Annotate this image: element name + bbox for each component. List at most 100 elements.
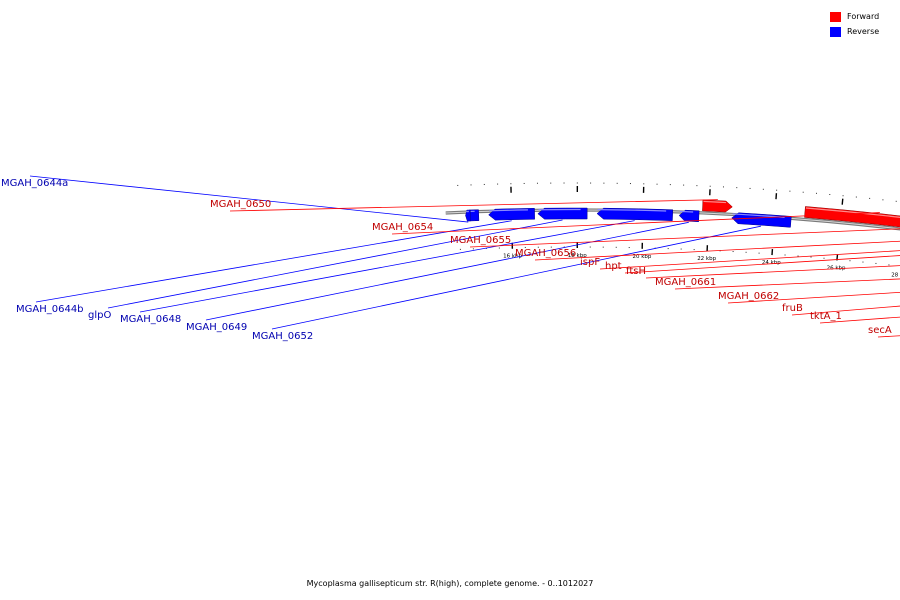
gene-mgah-0654 (804, 206, 900, 228)
gene-label-mgah-0649: MGAH_0649 (186, 322, 247, 333)
minor-tick-inner (537, 246, 539, 248)
gene-highlight-mgah-0654 (805, 207, 900, 219)
minor-tick-outer (669, 184, 671, 186)
minor-tick-inner (680, 248, 682, 250)
minor-tick-inner (758, 252, 760, 254)
gene-label-seca: secA (868, 325, 892, 336)
minor-tick-inner (524, 246, 526, 248)
minor-tick-outer (749, 187, 751, 189)
gene-label-mgah-0644b: MGAH_0644b (16, 304, 84, 315)
minor-tick-outer (789, 190, 791, 192)
leader-mgah-0654 (391, 212, 880, 235)
minor-tick-outer (483, 183, 485, 185)
gene-highlight-mgah-0650 (703, 200, 727, 204)
gene-highlight-mgah-0649 (679, 210, 694, 213)
minor-tick-inner (732, 251, 734, 253)
forward-label: Forward (847, 12, 880, 21)
leader-tkta-1 (819, 316, 900, 324)
forward-swatch (830, 11, 841, 22)
tick-label-28kbp: 28 kbp (891, 272, 900, 278)
leader-glpo (107, 219, 563, 309)
minor-tick-inner (628, 247, 630, 249)
minor-tick-inner (563, 246, 565, 248)
gene-label-mgah-0661: MGAH_0661 (655, 277, 716, 288)
minor-tick-outer (523, 182, 525, 184)
leader-frub (791, 305, 900, 316)
gene-label-mgah-0650: MGAH_0650 (210, 199, 271, 210)
minor-tick-outer (457, 184, 459, 186)
minor-tick-outer (709, 185, 711, 187)
minor-tick-inner (550, 246, 552, 248)
minor-tick-inner (862, 261, 864, 263)
minor-tick-inner (823, 257, 825, 259)
minor-tick-outer (736, 187, 738, 189)
gene-label-mgah-0654: MGAH_0654 (372, 222, 433, 233)
gene-labels: MGAH_0644a MGAH_0644b glpO MGAH_0648 MGAH_06… (1, 178, 892, 342)
leader-mgah-0662 (727, 291, 900, 304)
gene-label-glpo: glpO (88, 310, 111, 321)
reverse-swatch (830, 26, 841, 37)
minor-tick-inner (459, 248, 461, 250)
minor-tick-inner (589, 246, 591, 248)
major-ticks (510, 186, 844, 261)
minor-tick-inner (498, 247, 500, 249)
major-tick-outer (841, 198, 844, 205)
gene-features (465, 199, 900, 228)
minor-tick-inner (602, 246, 604, 248)
gene-highlight-mgah-0648 (597, 208, 667, 212)
leader-hpt (624, 255, 900, 274)
leader-mgah-0644b (35, 220, 512, 303)
leader-mgah-0652 (271, 225, 761, 330)
leader-mgah-0644a (29, 175, 469, 223)
minor-tick-inner (693, 249, 695, 251)
minor-tick-outer (603, 182, 605, 184)
minor-tick-inner (615, 246, 617, 248)
minor-tick-outer (576, 182, 578, 184)
tick-label-18kbp: 18 kbp (568, 253, 587, 259)
leader-mgah-0648 (139, 220, 635, 313)
gene-highlight-mgah-0644b (489, 209, 528, 212)
minor-tick-outer (470, 184, 472, 186)
label-leaders (29, 175, 900, 338)
minor-tick-inner (472, 248, 474, 250)
genome-caption: Mycoplasma gallisepticum str. R(high), c… (306, 579, 594, 588)
minor-tick-inner (784, 254, 786, 256)
gene-label-ftsh: ftsH (626, 266, 646, 277)
tick-label-16kbp: 16 kbp (503, 254, 522, 260)
leader-ispf (599, 250, 900, 270)
minor-tick-outer (882, 199, 884, 201)
minor-tick-outer (497, 183, 499, 185)
minor-tick-outer (696, 185, 698, 187)
minor-tick-outer (590, 182, 592, 184)
minor-tick-outer (563, 182, 565, 184)
minor-tick-inner (667, 248, 669, 250)
minor-tick-outer (629, 183, 631, 185)
minor-tick-outer (842, 195, 844, 197)
minor-tick-outer (550, 182, 552, 184)
minor-tick-inner (888, 264, 890, 266)
minor-tick-outer (762, 188, 764, 190)
reverse-label: Reverse (847, 27, 880, 36)
legend-item-forward: Forward (830, 9, 892, 24)
tick-label-24kbp: 24 kbp (762, 260, 781, 266)
minor-tick-outer (536, 182, 538, 184)
minor-tick-outer (815, 192, 817, 194)
gene-label-mgah-0655: MGAH_0655 (450, 235, 511, 246)
minor-tick-inner (875, 262, 877, 264)
gene-mgah-0644b (488, 208, 535, 221)
gene-label-mgah-0656: MGAH_0656 (515, 248, 576, 259)
gene-mgah-0648 (596, 207, 674, 221)
gene-glpo (537, 207, 588, 220)
minor-tick-inner (797, 255, 799, 257)
gene-label-mgah-0662: MGAH_0662 (718, 291, 779, 302)
gene-mgah-0644a (465, 209, 471, 222)
leader-mgah-0650 (229, 199, 718, 212)
minor-tick-inner (849, 260, 851, 262)
gene-label-mgah-0648: MGAH_0648 (120, 314, 181, 325)
minor-tick-inner (745, 251, 747, 253)
leader-mgah-0656 (534, 240, 900, 261)
gene-label-mgah-0652: MGAH_0652 (252, 331, 313, 342)
minor-tick-outer (683, 184, 685, 186)
minor-tick-outer (776, 189, 778, 191)
